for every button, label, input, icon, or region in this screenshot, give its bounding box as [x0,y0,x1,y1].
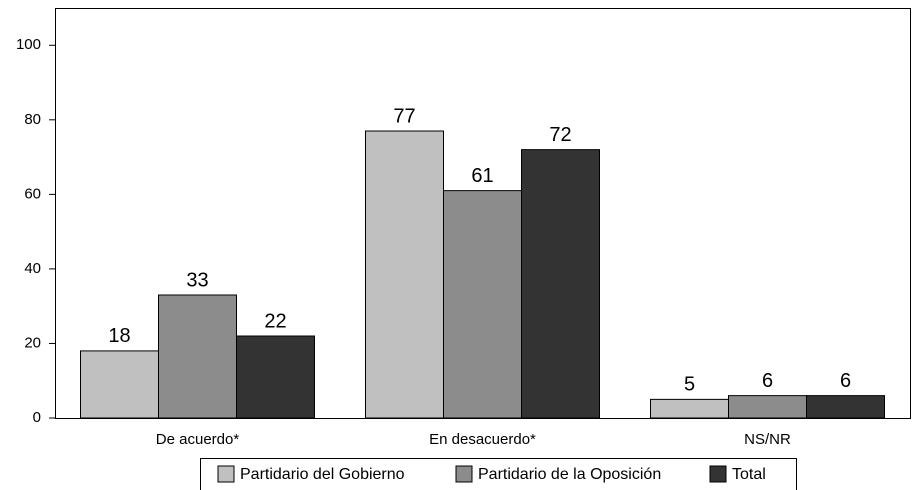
bar [728,395,807,419]
plot-frame [55,8,911,419]
value-label: 33 [186,269,208,291]
value-label: 6 [840,370,851,392]
bar [650,398,729,419]
y-tick-label: 0 [33,409,41,426]
value-label: 61 [471,165,493,187]
bar [443,190,522,419]
y-tick-label: 80 [24,111,41,128]
bar [80,350,159,419]
bar [158,294,237,419]
bar [365,130,444,419]
y-tick-label: 40 [24,260,41,277]
bar [236,335,315,419]
value-label: 6 [762,370,773,392]
legend-swatch [455,465,473,483]
value-label: 72 [549,124,571,146]
legend-label: Total [732,466,766,483]
legend-box [200,458,797,490]
legend-swatch [217,465,235,483]
legend-label: Partidario del Gobierno [240,466,405,483]
bar [806,395,885,419]
y-tick-label: 60 [24,185,41,202]
value-label: 22 [264,310,286,332]
value-label: 77 [393,105,415,127]
y-tick-label: 20 [24,334,41,351]
x-tick-label: NS/NR [744,431,791,448]
value-label: 5 [684,374,695,396]
y-tick-label: 100 [16,36,41,53]
x-tick-label: En desacuerdo* [429,431,536,448]
x-tick-label: De acuerdo* [156,431,240,448]
legend-swatch [709,465,727,483]
bar [521,149,600,419]
value-label: 18 [108,325,130,347]
legend-label: Partidario de la Oposición [478,466,661,483]
